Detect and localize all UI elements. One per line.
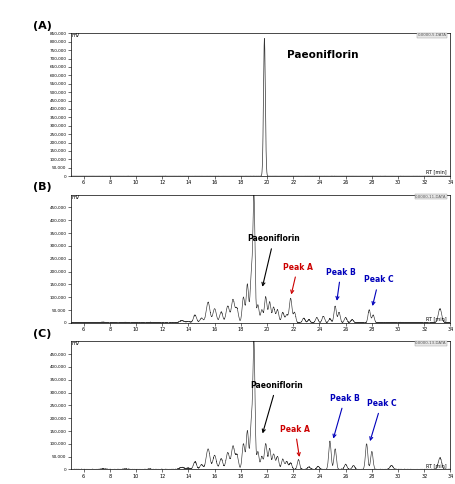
Text: 0.0000-13-DATA: 0.0000-13-DATA <box>415 341 447 345</box>
Text: mV: mV <box>71 341 80 346</box>
Text: Paeoniflorin: Paeoniflorin <box>287 50 358 60</box>
Text: Peak C: Peak C <box>367 399 396 440</box>
Text: 0.0000-11-DATA: 0.0000-11-DATA <box>415 195 447 198</box>
Text: mV: mV <box>71 33 80 38</box>
Text: Peak B: Peak B <box>330 394 359 438</box>
Text: RT [min]: RT [min] <box>426 463 447 468</box>
Text: 0.0000-5-DATA: 0.0000-5-DATA <box>418 33 447 37</box>
Text: Paeoniflorin: Paeoniflorin <box>250 381 303 432</box>
Text: mV: mV <box>71 195 80 199</box>
Text: (C): (C) <box>33 329 51 339</box>
Text: Peak A: Peak A <box>280 424 310 456</box>
Text: (B): (B) <box>33 182 51 192</box>
Text: (A): (A) <box>33 20 51 30</box>
Text: Paeoniflorin: Paeoniflorin <box>248 234 300 286</box>
Text: RT [min]: RT [min] <box>426 170 447 175</box>
Text: Peak C: Peak C <box>364 275 394 305</box>
Text: Peak B: Peak B <box>326 268 356 300</box>
Text: RT [min]: RT [min] <box>426 317 447 321</box>
Text: Peak A: Peak A <box>283 262 313 293</box>
